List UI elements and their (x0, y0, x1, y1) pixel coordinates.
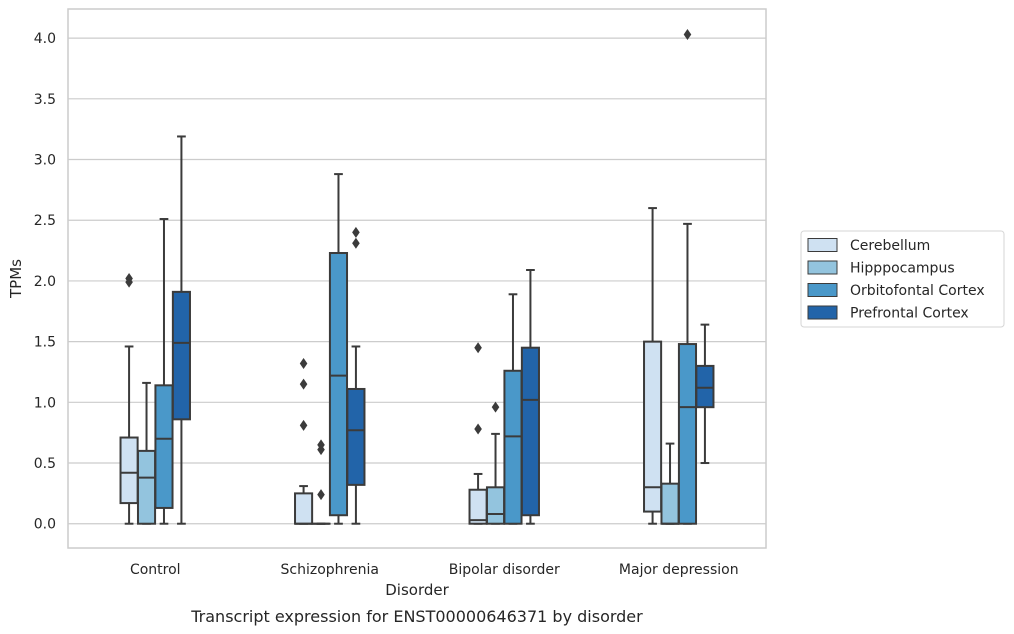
y-tick-label: 0.5 (34, 456, 56, 472)
box-iqr (328, 252, 349, 517)
box-iqr (677, 343, 698, 525)
box-2-2 (503, 293, 523, 525)
outlier-point (299, 419, 308, 431)
x-axis-title: Disorder (385, 581, 449, 599)
box-0-3 (171, 135, 191, 525)
plot-area-frame (67, 8, 767, 549)
outlier-point (125, 273, 133, 284)
box-0-1 (136, 381, 157, 525)
y-tick-label: 1.0 (34, 395, 56, 411)
outlier-point (317, 439, 325, 451)
outlier-point (299, 357, 308, 369)
x-tick-label: Control (130, 562, 181, 578)
legend-swatch (807, 283, 838, 297)
box-iqr (294, 492, 314, 525)
legend-swatch (807, 238, 838, 252)
legend-item: Prefrontal Cortex (807, 305, 969, 322)
legend: Cerebellum Hipppocampus Orbitofontal Corte… (800, 230, 1005, 328)
box-1-0 (294, 357, 314, 525)
legend-swatch (807, 305, 838, 320)
outlier-point (317, 489, 325, 501)
x-tick-label: Schizophrenia (281, 562, 379, 578)
y-axis-title: TPMs (7, 259, 25, 299)
y-tick-label: 4.0 (34, 31, 56, 47)
x-tick-label: Bipolar disorder (449, 562, 560, 578)
x-axis-ticks: Control Schizophrenia Bipolar disorder Majo… (130, 562, 739, 578)
y-axis-ticks: 0.0 0.5 1.0 1.5 2.0 2.5 3.0 3.5 4.0 (34, 31, 56, 533)
box-3-2 (677, 28, 698, 525)
outlier-point (683, 28, 692, 40)
box-3-0 (643, 207, 663, 525)
legend-frame (800, 230, 1005, 328)
y-tick-label: 3.0 (34, 153, 56, 169)
legend-item: Orbitofontal Cortex (807, 283, 985, 299)
box-iqr (660, 482, 680, 525)
outlier-point (474, 342, 482, 354)
box-iqr (468, 488, 488, 525)
box-iqr (346, 387, 366, 486)
box-1-3 (346, 226, 366, 525)
box-0-2 (154, 218, 174, 525)
outlier-point (474, 423, 482, 435)
y-tick-label: 3.5 (34, 92, 56, 108)
outlier-point (352, 237, 360, 249)
box-plot-marks (119, 28, 715, 525)
box-iqr (119, 436, 139, 505)
y-tick-label: 0.0 (34, 517, 56, 533)
box-2-3 (520, 269, 540, 525)
box-iqr (643, 340, 663, 513)
outlier-point (352, 226, 360, 238)
legend-swatch (807, 260, 838, 275)
legend-label: Hipppocampus (850, 261, 955, 277)
box-iqr (520, 346, 540, 517)
y-tick-label: 2.0 (34, 274, 56, 290)
outlier-point (299, 378, 308, 390)
legend-item: Cerebellum (807, 238, 930, 254)
outlier-point (491, 401, 500, 413)
box-iqr (503, 369, 523, 525)
legend-label: Prefrontal Cortex (850, 306, 969, 322)
box-iqr (171, 290, 191, 421)
box-1-1 (311, 439, 331, 525)
box-iqr (154, 384, 174, 509)
box-iqr (695, 364, 715, 409)
y-tick-label: 1.5 (34, 335, 56, 351)
chart-caption: Transcript expression for ENST0000064637… (190, 607, 643, 626)
x-tick-label: Major depression (619, 562, 739, 578)
y-tick-label: 2.5 (34, 213, 56, 229)
legend-item: Hipppocampus (807, 260, 955, 277)
legend-label: Orbitofontal Cortex (850, 283, 985, 299)
box-1-2 (328, 173, 349, 525)
box-iqr (485, 486, 506, 525)
box-iqr (136, 449, 157, 525)
box-3-3 (695, 323, 715, 465)
legend-label: Cerebellum (850, 238, 930, 254)
